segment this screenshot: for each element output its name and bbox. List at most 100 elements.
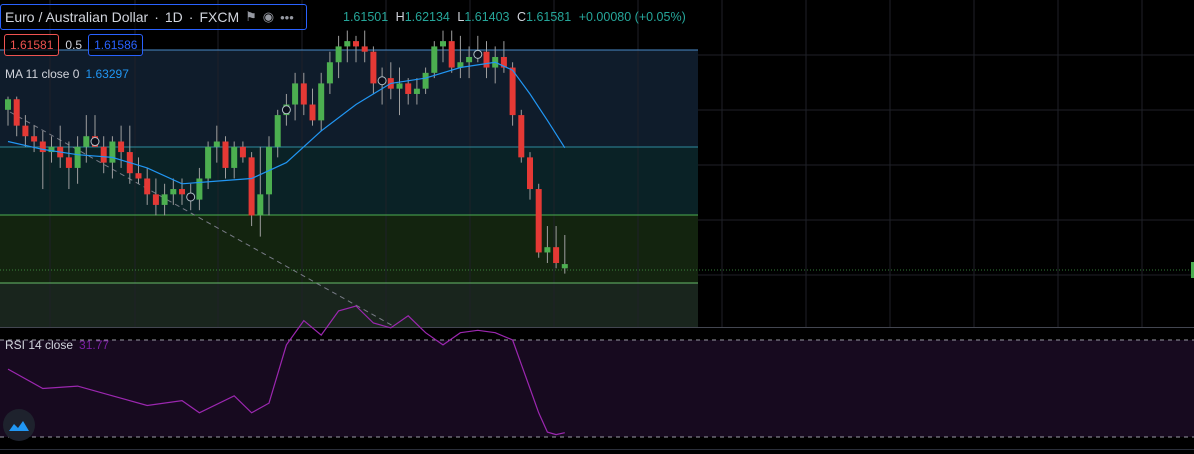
event-marker[interactable] [377, 76, 387, 86]
candle-up [292, 83, 299, 105]
candle-up [5, 99, 11, 110]
candle-up [396, 83, 403, 89]
candle-up [274, 115, 281, 147]
candle-up [457, 62, 464, 68]
rsi-line [7, 305, 565, 436]
header-separator-2: · [188, 9, 194, 25]
candle-up [326, 62, 333, 84]
event-marker[interactable] [473, 49, 483, 59]
close-label: C [517, 10, 527, 24]
trend-line[interactable] [9, 111, 396, 328]
symbol-header[interactable]: Euro / Australian Dollar · 1D · FXCM ⚑ ◉… [0, 4, 307, 30]
candle-down [13, 99, 20, 126]
candle-down [448, 41, 455, 68]
candle-up [344, 41, 351, 47]
sell-button[interactable]: 1.61581 [4, 34, 60, 56]
candle-up [431, 46, 438, 73]
candle-down [179, 189, 185, 195]
candle-down [152, 194, 159, 205]
high-value: 1.62134 [404, 10, 450, 24]
symbol-name[interactable]: Euro / Australian Dollar [5, 9, 149, 25]
candle-up [231, 146, 238, 168]
candle-down [300, 83, 307, 105]
candle-down [509, 67, 516, 116]
candle-up [48, 146, 55, 153]
fib-zone-bottom [0, 283, 698, 327]
candle-up [561, 264, 568, 269]
candle-down [100, 146, 107, 163]
candle-up [544, 247, 551, 253]
spread-value: 0.5 [65, 38, 83, 52]
rsi-legend[interactable]: RSI 14 close 31.77 [5, 338, 109, 352]
event-marker[interactable] [90, 137, 100, 147]
ma-value: 1.63297 [85, 67, 129, 81]
candle-up [440, 41, 446, 47]
eye-icon[interactable]: ◉ [262, 9, 275, 24]
interval-label[interactable]: 1D [164, 9, 183, 25]
candle-up [83, 136, 90, 147]
candle-up [466, 56, 473, 63]
candle-down [144, 178, 151, 195]
buy-button[interactable]: 1.61586 [88, 34, 144, 56]
candle-down [118, 141, 125, 153]
ma-label: MA 11 close 0 [5, 67, 80, 81]
event-marker[interactable] [281, 105, 291, 115]
cloud-icon [9, 421, 29, 431]
candle-down [222, 141, 229, 168]
low-value: 1.61403 [464, 10, 510, 24]
event-marker[interactable] [186, 192, 196, 202]
candle-up [318, 83, 325, 121]
ma-line [7, 61, 566, 185]
candle-up [74, 146, 81, 168]
candle-down [535, 189, 542, 253]
grid-lines [49, 0, 1194, 327]
candle-up [413, 88, 420, 94]
candle-down [518, 115, 525, 158]
last-price-marker [1191, 262, 1194, 278]
candle-down [353, 41, 359, 47]
ma-legend[interactable]: MA 11 close 0 1.63297 [5, 67, 129, 81]
fib-zone-low [0, 215, 698, 283]
candle-down [22, 125, 29, 137]
candle-up [196, 178, 203, 200]
candle-down [248, 157, 255, 216]
candle-down [309, 104, 316, 121]
candle-down [527, 157, 533, 190]
exchange-label: FXCM [199, 9, 240, 25]
candle-up [213, 141, 220, 147]
candle-down [39, 141, 46, 153]
low-label: L [457, 10, 465, 24]
change-value: +0.00080 (+0.05%) [578, 10, 686, 24]
candle-up [257, 194, 264, 216]
candle-down [31, 136, 38, 142]
more-icon[interactable]: ••• [280, 9, 294, 25]
candle-up [161, 194, 168, 205]
high-label: H [395, 10, 405, 24]
tradingview-logo[interactable] [3, 409, 35, 441]
ohlc-legend: 1.61501 H1.62134 L1.61403 C1.61581 +0.00… [343, 10, 690, 24]
header-separator: · [154, 9, 159, 25]
candle-down [405, 83, 412, 94]
candle-up [205, 146, 212, 179]
candle-down [135, 173, 142, 179]
candle-up [335, 46, 342, 63]
candle-down [361, 46, 368, 52]
candle-down [500, 56, 507, 68]
candle-up [109, 141, 116, 163]
fib-zone-top [0, 50, 698, 147]
candle-up [170, 189, 177, 195]
candle-down [553, 247, 560, 264]
candle-down [370, 51, 377, 84]
flag-icon[interactable]: ⚑ [245, 9, 257, 24]
candle-down [483, 51, 490, 68]
rsi-label: RSI 14 close [5, 338, 74, 352]
rsi-value: 31.77 [79, 338, 110, 352]
close-value: 1.61581 [526, 10, 572, 24]
candle-down [65, 157, 72, 168]
candle-up [422, 72, 429, 89]
rsi-background [0, 340, 1194, 437]
candle-down [239, 146, 246, 158]
dividend-markers [90, 49, 483, 202]
trade-buttons: 1.61581 0.5 1.61586 [4, 34, 144, 56]
